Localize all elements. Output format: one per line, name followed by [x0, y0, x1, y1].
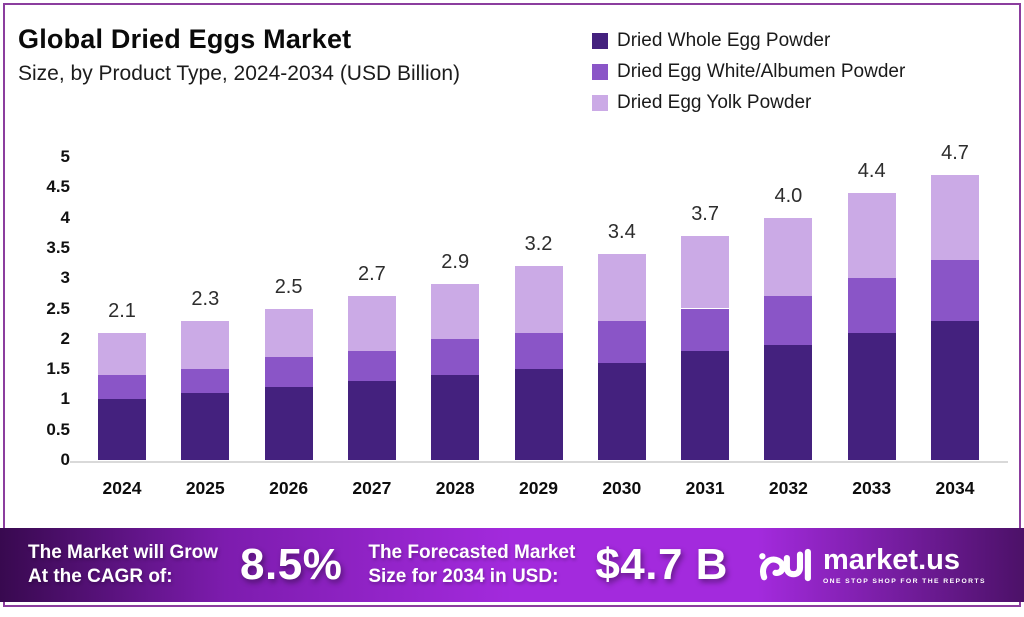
x-axis-year-label: 2026 — [269, 478, 309, 498]
forecast-label: The Forecasted Market Size for 2034 in U… — [368, 541, 576, 587]
bar-segment — [514, 369, 563, 460]
y-axis-tick: 1.5 — [46, 359, 70, 379]
bar-segment — [597, 253, 646, 321]
bar-segment — [681, 308, 730, 351]
bar-segment — [98, 375, 146, 400]
y-axis-tick: 4 — [60, 207, 70, 227]
bar-total-label: 2.5 — [274, 275, 303, 298]
bar-segment — [431, 375, 480, 460]
bar-segment — [847, 193, 896, 279]
legend-swatch-egg-yolk — [592, 95, 608, 111]
bar-total-label: 4.7 — [941, 142, 969, 165]
bar-segment — [181, 369, 230, 394]
marketus-logo-mark-icon — [759, 548, 811, 582]
bar-segment — [181, 393, 230, 460]
bar-segment — [264, 308, 313, 357]
bar-segment — [264, 387, 313, 460]
cagr-label: The Market will Grow At the CAGR of: — [28, 541, 219, 587]
bar-total-label: 3.4 — [607, 220, 636, 243]
legend-label: Dried Egg Yolk Powder — [617, 92, 812, 113]
bar-segment — [764, 344, 813, 460]
x-axis-year-label: 2034 — [935, 478, 975, 498]
page-subtitle: Size, by Product Type, 2024-2034 (USD Bi… — [18, 62, 461, 85]
bar-segment — [931, 175, 979, 260]
bar-segment — [98, 332, 146, 376]
bar-segment — [681, 350, 730, 460]
y-axis-tick: 3 — [60, 268, 70, 288]
legend-swatch-whole-egg — [592, 33, 608, 49]
legend-label: Dried Egg White/Albumen Powder — [617, 61, 906, 82]
x-axis-year-label: 2029 — [519, 478, 558, 498]
bar-segment — [931, 320, 979, 460]
bar-total-label: 2.3 — [191, 287, 220, 310]
bar-total-label: 2.7 — [357, 263, 386, 286]
legend-item-egg-yolk: Dried Egg Yolk Powder — [592, 92, 905, 114]
bar-total-label: 2.9 — [441, 251, 470, 274]
y-axis-tick: 3.5 — [46, 237, 70, 257]
marketus-logo-text: market.us ONE STOP SHOP FOR THE REPORTS — [822, 543, 986, 585]
legend-swatch-egg-white — [592, 64, 608, 80]
bar-segment — [931, 260, 979, 321]
bar-segment — [347, 350, 396, 382]
bar-segment — [347, 296, 396, 351]
cagr-value: 8.5% — [240, 540, 343, 589]
y-axis-tick: 5 — [60, 147, 70, 166]
y-axis-tick: 0 — [60, 450, 70, 469]
legend-label: Dried Whole Egg Powder — [617, 30, 831, 51]
legend-item-whole-egg: Dried Whole Egg Powder — [592, 30, 905, 52]
bar-segment — [431, 338, 480, 376]
chart-legend: Dried Whole Egg Powder Dried Egg White/A… — [592, 30, 905, 123]
y-axis-tick: 4.5 — [46, 177, 70, 197]
bar-segment — [514, 332, 563, 370]
x-axis-line — [70, 461, 1008, 463]
bar-segment — [847, 278, 896, 333]
x-axis-year-label: 2024 — [102, 478, 142, 498]
marketus-logo: market.us ONE STOP SHOP FOR THE REPORTS — [758, 543, 986, 587]
bar-segment — [181, 320, 230, 370]
bottom-banner: The Market will Grow At the CAGR of: 8.5… — [0, 528, 1024, 602]
y-axis-tick: 1 — [60, 389, 70, 409]
x-axis-year-label: 2032 — [768, 478, 808, 498]
logo-name: market.us — [822, 543, 960, 576]
y-axis-tick: 2.5 — [46, 298, 70, 318]
bar-total-label: 4.0 — [774, 184, 803, 207]
bar-total-label: 3.7 — [691, 202, 719, 225]
bar-segment — [847, 332, 896, 460]
bar-segment — [764, 217, 813, 297]
x-axis-year-label: 2028 — [435, 478, 475, 498]
bar-total-label: 2.1 — [108, 299, 136, 322]
bar-segment — [347, 381, 396, 460]
bar-segment — [681, 235, 730, 309]
x-axis-year-label: 2031 — [685, 478, 725, 498]
bar-segment — [264, 356, 313, 388]
bar-segment — [98, 399, 146, 460]
legend-item-egg-white: Dried Egg White/Albumen Powder — [592, 61, 905, 83]
bar-total-label: 4.4 — [857, 160, 886, 183]
y-axis-tick: 2 — [60, 328, 70, 348]
x-axis-year-label: 2033 — [852, 478, 892, 498]
bar-segment — [431, 284, 480, 339]
logo-tagline: ONE STOP SHOP FOR THE REPORTS — [822, 577, 986, 585]
y-axis-tick: 0.5 — [46, 419, 70, 439]
bar-segment — [514, 266, 563, 333]
x-axis-year-label: 2027 — [352, 478, 392, 498]
forecast-value: $4.7 B — [595, 540, 728, 589]
bar-segment — [597, 363, 646, 460]
page-title: Global Dried Eggs Market — [18, 24, 352, 54]
bar-total-label: 3.2 — [524, 233, 553, 256]
bar-segment — [764, 296, 813, 345]
x-axis-year-label: 2030 — [602, 478, 642, 498]
bar-segment — [597, 320, 646, 364]
x-axis-year-label: 2025 — [185, 478, 225, 498]
